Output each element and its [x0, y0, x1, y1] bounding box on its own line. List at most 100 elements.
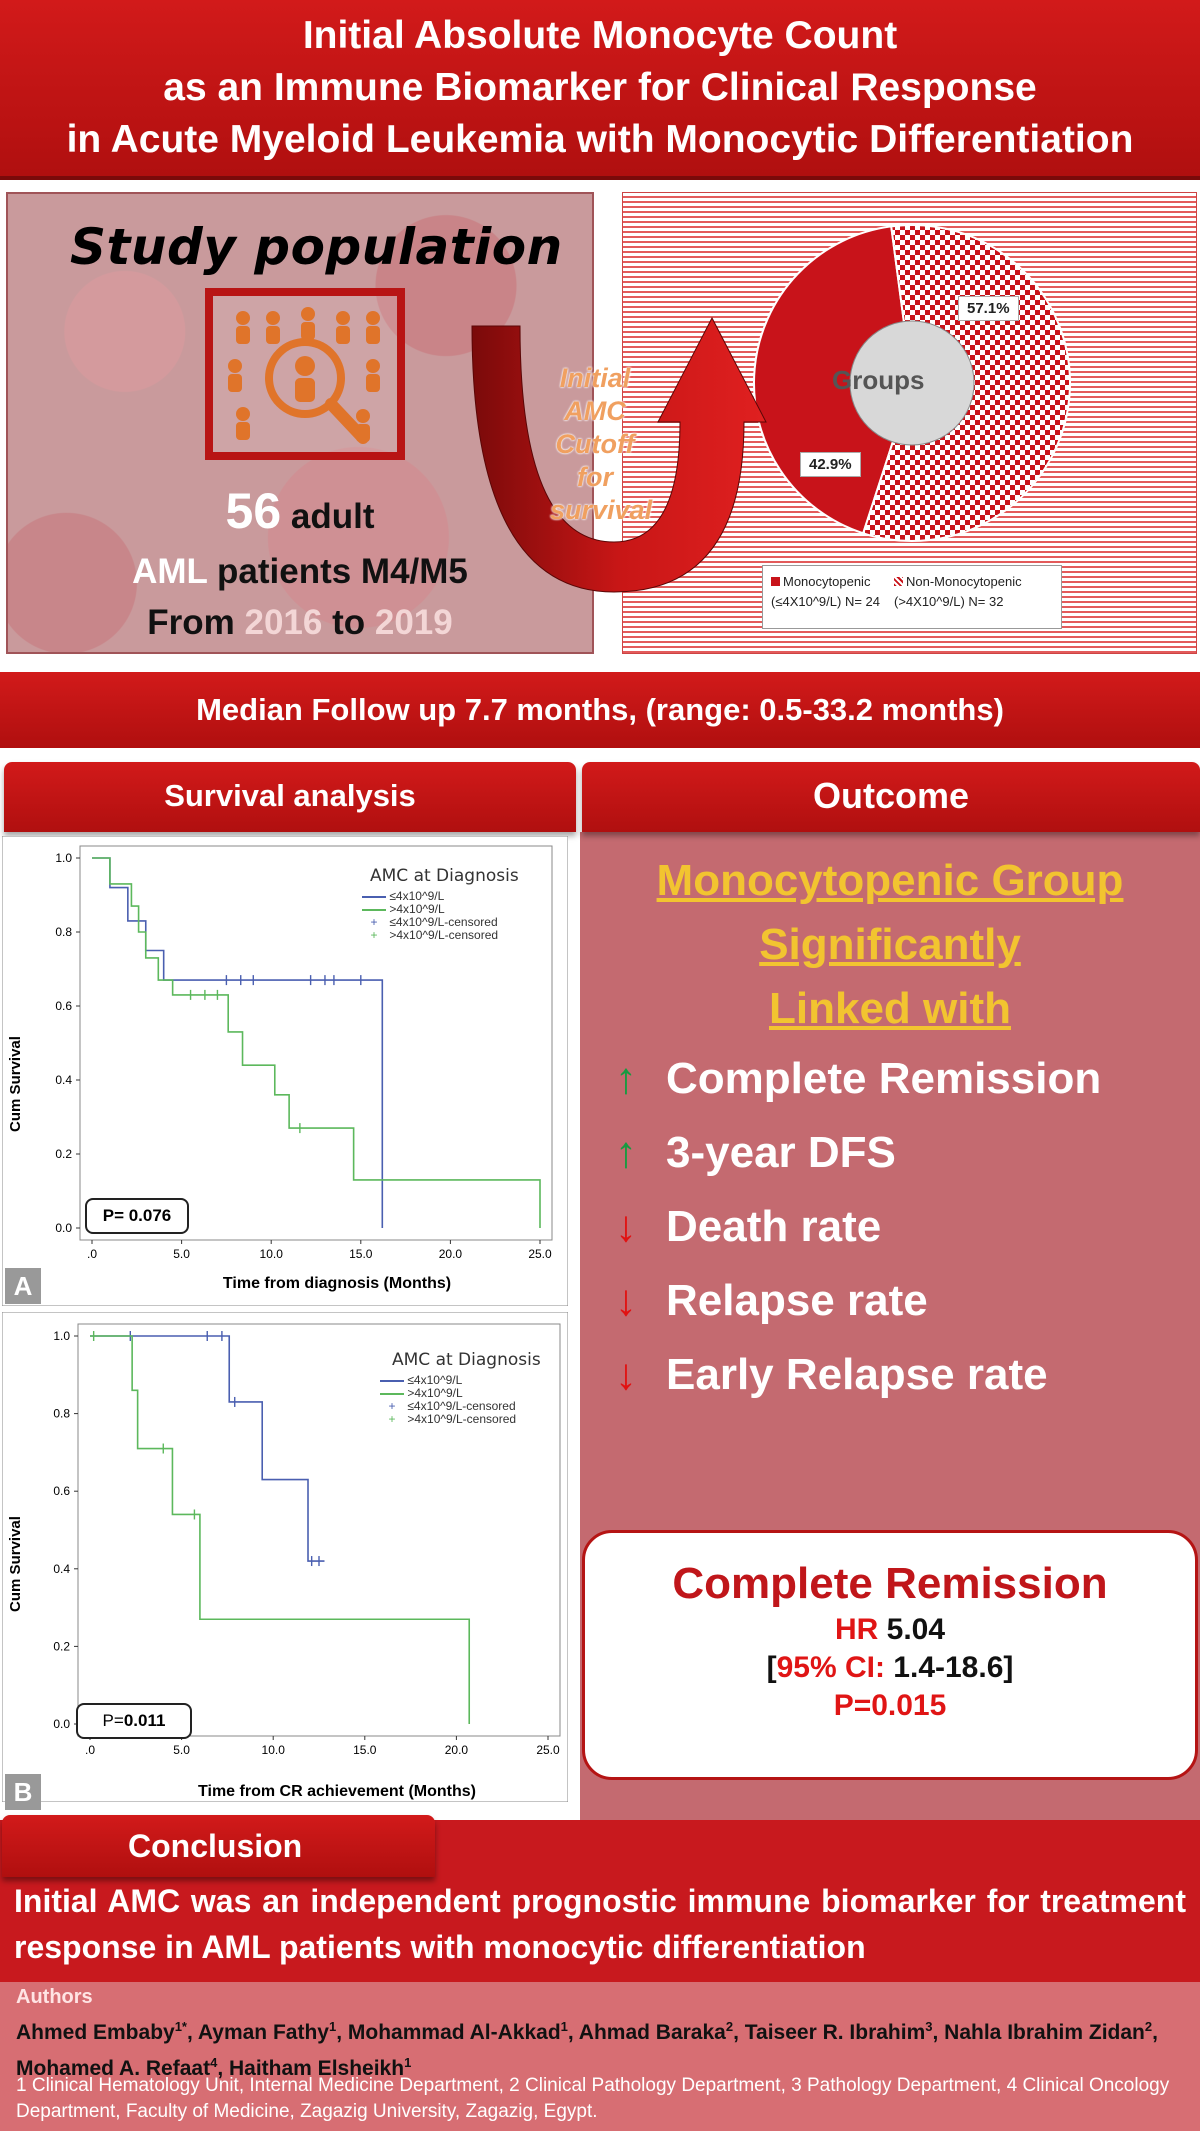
y-tick-label: 1.0: [53, 1329, 70, 1343]
author-affiliation-mark: 2: [725, 2019, 734, 2034]
cr-hazard-ratio: HR 5.04: [585, 1613, 1195, 1647]
title-line-2: as an Immune Biomarker for Clinical Resp…: [163, 66, 1037, 109]
author-name: Mohamed A. Refaat: [16, 2057, 211, 2080]
legend-monocytopenic-detail: (≤4X10^9/L) N= 24: [771, 594, 880, 609]
outcome-group-line-2: Significantly: [759, 920, 1021, 969]
pie-label-monocytopenic: 42.9%: [800, 452, 861, 477]
cr-ci-label: 95% CI:: [776, 1651, 885, 1684]
x-tick-label: 5.0: [173, 1247, 190, 1261]
x-tick-label: 25.0: [528, 1247, 552, 1261]
km-a-legend-item-2: >4x10^9/L: [389, 902, 445, 916]
legend-line-green: [362, 908, 386, 911]
donut-hole: [849, 320, 975, 446]
km-b-ylabel: Cum Survival: [7, 1516, 24, 1612]
km-a-legend-item-4: >4x10^9/L-censored: [389, 928, 499, 942]
plot-frame: [79, 845, 553, 1241]
down-arrow-icon: ↓: [615, 1202, 637, 1251]
x-tick-label: .0: [85, 1743, 95, 1757]
km-chart-b: 0.00.20.40.60.81.0.0 5.0 10.0 15.0 20.0 25.0 …: [2, 1312, 568, 1802]
cr-confidence-interval: [95% CI: 1.4-18.6]: [585, 1651, 1195, 1685]
y-tick-label: 0.8: [55, 925, 72, 939]
outcome-item-label: Early Relapse rate: [666, 1350, 1048, 1399]
outcome-item-label: Relapse rate: [666, 1276, 928, 1325]
y-tick-label: 0.2: [55, 1147, 72, 1161]
title-line-1: Initial Absolute Monocyte Count: [302, 14, 898, 57]
outcome-item-complete-remission: ↑ Complete Remission: [598, 1054, 1101, 1104]
outcome-item-early-relapse-rate: ↓ Early Relapse rate: [598, 1350, 1048, 1400]
conclusion-header: Conclusion: [2, 1815, 435, 1877]
km-a-legend-item-1: ≤4x10^9/L: [389, 889, 445, 903]
arrow-caption-line-5: survival: [550, 495, 653, 525]
author-affiliation-mark: 3: [925, 2019, 933, 2034]
km-a-legend-item-3: ≤4x10^9/L-censored: [389, 915, 498, 929]
legend-line-blue: [380, 1379, 404, 1382]
donut-center-label: Groups: [832, 365, 925, 395]
author-name: Ahmed Embaby: [16, 2021, 175, 2044]
donut-slice-monocytopenic: [753, 225, 914, 535]
up-arrow-icon: ↑: [615, 1128, 637, 1177]
curved-arrow-graphic: [471, 316, 767, 593]
author-name: Mohammad Al-Akkad: [347, 2021, 561, 2044]
pie-label-non-monocytopenic: 57.1%: [958, 296, 1019, 321]
legend-monocytopenic-name: Monocytopenic: [783, 574, 871, 589]
chart-tag-a: A: [5, 1268, 41, 1304]
legend-censor-green: +: [388, 1412, 396, 1426]
author-name: Ahmad Baraka: [578, 2021, 726, 2044]
km-b-legend-item-1: ≤4x10^9/L: [407, 1373, 463, 1387]
author-affiliation-mark: 1: [560, 2019, 568, 2034]
outcome-item-3-year-dfs: ↑ 3-year DFS: [598, 1128, 896, 1178]
survival-analysis-header: Survival analysis: [4, 762, 576, 832]
authors-affiliations: 1 Clinical Hematology Unit, Internal Med…: [16, 2075, 1170, 2122]
study-count: 56: [225, 483, 282, 539]
study-patients-line: AML patients M4/M5: [6, 552, 594, 592]
km-b-p-value: P=0.011: [76, 1703, 192, 1739]
km-b-legend-items: ≤4x10^9/L >4x10^9/L + ≤4x10^9/L-censored…: [380, 1374, 516, 1426]
km-b-legend-title: AMC at Diagnosis: [392, 1350, 541, 1370]
outcome-item-label: Death rate: [666, 1202, 882, 1251]
poster-title: Initial Absolute Monocyte Count as an Im…: [0, 0, 1200, 180]
legend-non-monocytopenic-name: Non-Monocytopenic: [906, 574, 1022, 589]
cr-hr-value: 5.04: [878, 1613, 946, 1646]
author-affiliation-mark: 1*: [174, 2019, 187, 2034]
km-series-line-high: [92, 857, 541, 1228]
km-series-line-high: [90, 1335, 471, 1724]
study-to: to: [322, 603, 375, 642]
arrow-caption-line-1: Initial: [559, 363, 631, 393]
authors-heading: Authors: [16, 1986, 93, 2008]
cr-ci-open: [: [766, 1651, 777, 1684]
authors-list: Ahmed Embaby1*, Ayman Fathy1, Mohammad A…: [16, 2019, 1158, 2080]
y-tick-label: 0.8: [53, 1407, 70, 1421]
outcome-item-label: 3-year DFS: [666, 1128, 896, 1177]
study-count-line: 56 adult: [6, 482, 594, 540]
legend-censor-green: +: [370, 928, 378, 942]
author-name: Nahla Ibrahim Zidan: [944, 2021, 1145, 2044]
legend-solid-swatch: [771, 577, 780, 586]
study-patients: patients M4/M5: [207, 552, 468, 591]
title-line-3: in Acute Myeloid Leukemia with Monocytic…: [66, 118, 1134, 161]
y-tick-label: 0.0: [53, 1717, 70, 1731]
study-count-suffix: adult: [281, 497, 375, 536]
down-arrow-icon: ↓: [615, 1350, 637, 1399]
y-tick-label: 0.6: [55, 999, 72, 1013]
km-series-line-low: [90, 1335, 325, 1562]
author-name: Taiseer R. Ibrahim: [744, 2021, 926, 2044]
study-from: From: [147, 603, 245, 642]
y-tick-label: 0.4: [53, 1562, 70, 1576]
km-b-p-prefix: P=: [102, 1711, 124, 1730]
legend-non-monocytopenic-detail: (>4X10^9/L) N= 32: [894, 594, 1004, 609]
x-tick-label: 15.0: [353, 1743, 377, 1757]
km-a-xlabel: Time from diagnosis (Months): [223, 1275, 451, 1292]
y-tick-label: 0.2: [53, 1639, 70, 1653]
x-tick-label: 10.0: [262, 1743, 286, 1757]
km-b-legend-item-2: >4x10^9/L: [407, 1386, 463, 1400]
legend-checker-swatch: [894, 577, 903, 586]
km-a-ylabel: Cum Survival: [7, 1036, 24, 1132]
median-followup-band: Median Follow up 7.7 months, (range: 0.5…: [0, 672, 1200, 748]
y-tick-label: 1.0: [55, 851, 72, 865]
pie-legend: Monocytopenic (≤4X10^9/L) N= 24 Non-Mono…: [762, 565, 1062, 629]
y-tick-label: 0.0: [55, 1221, 72, 1235]
km-a-legend-title: AMC at Diagnosis: [370, 866, 519, 886]
x-tick-label: 25.0: [536, 1743, 560, 1757]
study-population-heading: Study population: [70, 218, 563, 276]
authors-area: [0, 1982, 1200, 2131]
